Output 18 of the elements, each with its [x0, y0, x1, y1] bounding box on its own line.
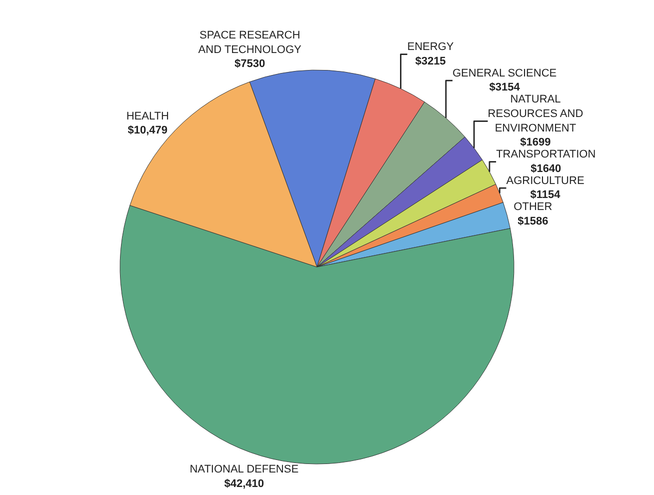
data-label: $1640 [530, 162, 562, 175]
data-label: $1586 [518, 216, 548, 228]
data-label: $10,479 [128, 124, 168, 137]
slice-label: TRANSPORTATION [496, 148, 596, 161]
data-label: $1699 [520, 136, 551, 149]
slice-label: OTHER [514, 201, 552, 214]
slice-label: ENERGY [407, 41, 454, 54]
data-label: $3215 [415, 55, 446, 68]
slice-label: GENERAL SCIENCE [452, 67, 557, 80]
slice-label: AGRICULTURE [506, 174, 584, 187]
data-label: $7530 [234, 58, 266, 70]
slice-label: SPACE RESEARCH AND TECHNOLOGY [198, 29, 302, 56]
slice-label: HEALTH [126, 110, 169, 122]
data-label: $42,410 [224, 478, 264, 490]
data-label: $3154 [489, 82, 521, 94]
slice-label: NATIONAL DEFENSE [190, 464, 299, 476]
slice-label: NATURAL RESOURCES AND ENVIRONMENT [488, 94, 584, 134]
data-label: $1154 [530, 189, 562, 202]
